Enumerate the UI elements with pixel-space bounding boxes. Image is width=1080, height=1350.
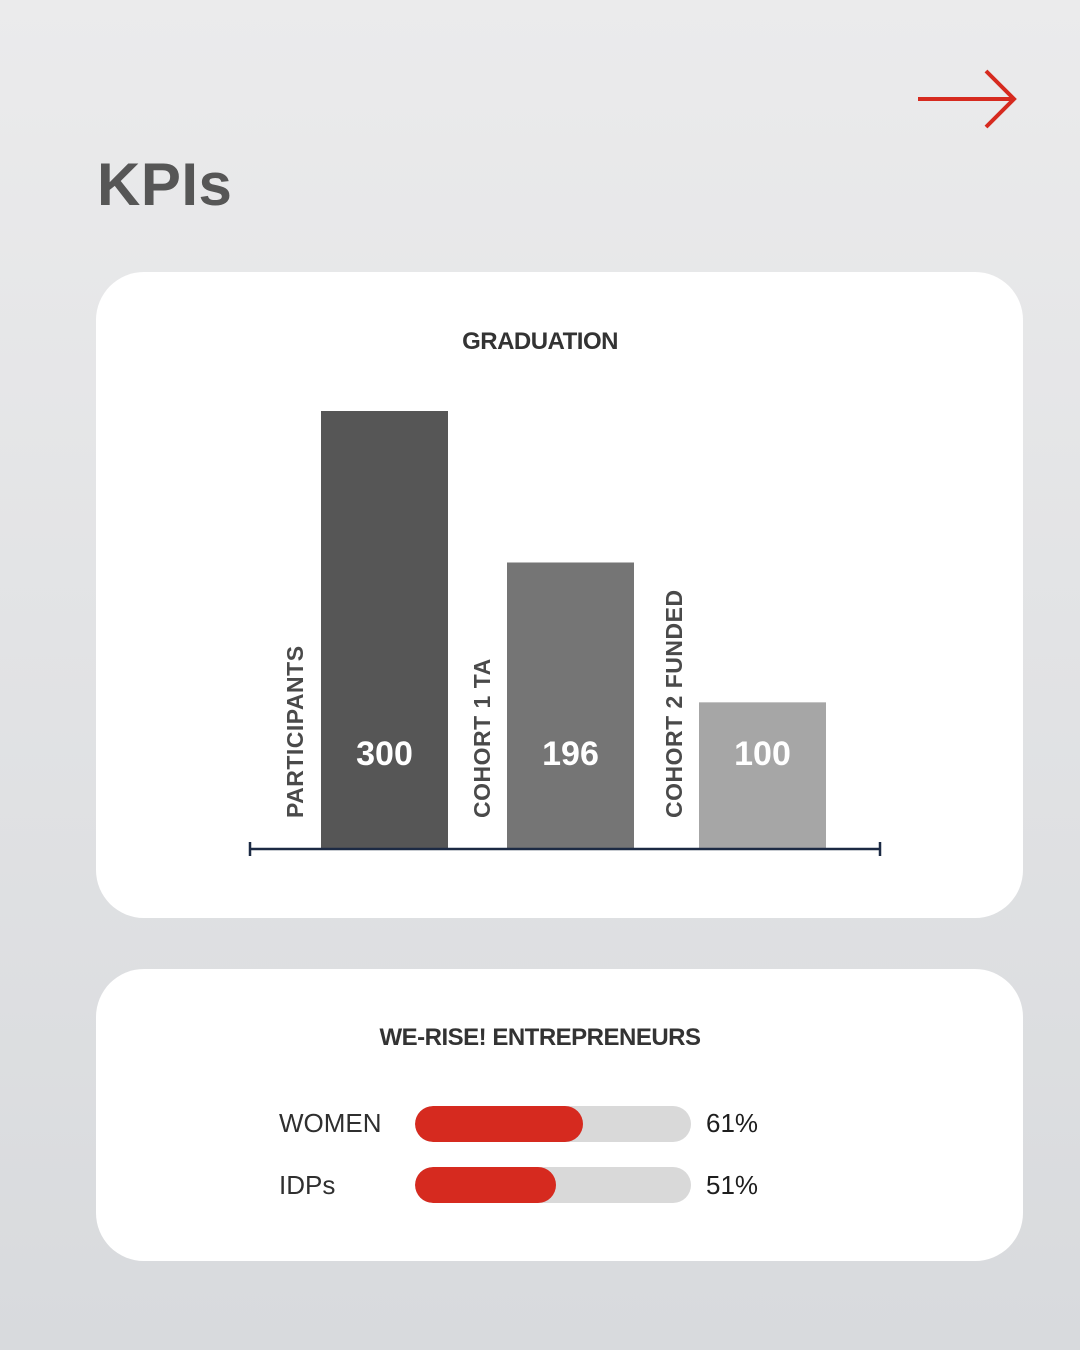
bar-row-label: IDPs (279, 1170, 336, 1200)
graduation-card (96, 272, 1023, 918)
arrow-right-icon[interactable] (914, 68, 1020, 130)
graduation-chart-title: GRADUATION (462, 328, 618, 355)
entrepreneurs-chart-title: WE-RISE! ENTREPRENEURS (379, 1024, 701, 1051)
bar-row-value: 61% (706, 1108, 759, 1138)
bar-row-label: WOMEN (279, 1108, 382, 1138)
progress-track (415, 1167, 691, 1203)
bar-row-value: 51% (706, 1170, 759, 1200)
progress-track (415, 1106, 691, 1142)
page-title: KPIs (97, 151, 233, 218)
progress-fill (415, 1106, 584, 1142)
progress-fill (415, 1167, 556, 1203)
